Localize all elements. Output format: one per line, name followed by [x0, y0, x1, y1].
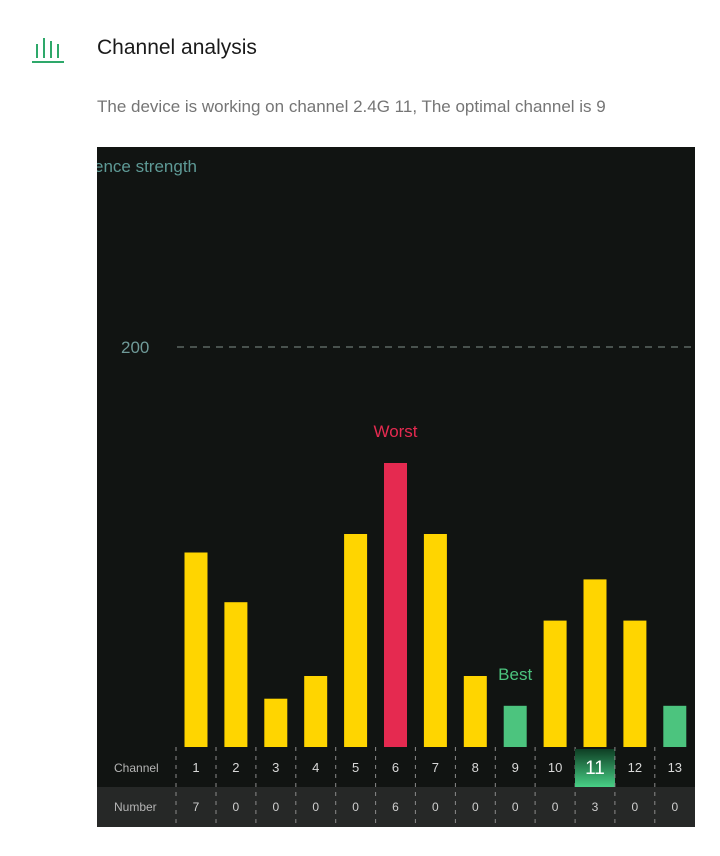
number-value-label: 0	[671, 800, 678, 814]
best-annotation: Best	[498, 665, 532, 684]
number-value-label: 0	[432, 800, 439, 814]
channel-tick-label: 7	[432, 760, 439, 775]
number-value-label: 0	[632, 800, 639, 814]
bar-channel-13	[663, 705, 687, 747]
channel-chart: ence strength 200 Channel Number 1 7 2 0 3 0 4…	[97, 147, 695, 827]
number-value-label: 7	[193, 800, 200, 814]
channel-tick-label: 11	[585, 758, 605, 779]
number-value-label: 0	[352, 800, 359, 814]
reference-line-label: 200	[121, 338, 149, 357]
bar-channel-7	[423, 534, 447, 747]
bar-channel-3	[264, 698, 288, 747]
number-value-label: 0	[312, 800, 319, 814]
bar-channel-2	[224, 602, 248, 747]
number-value-label: 0	[472, 800, 479, 814]
channel-tick-label: 3	[272, 760, 279, 775]
chart-svg: ence strength 200 Channel Number 1 7 2 0 3 0 4…	[97, 157, 695, 827]
current-channel-highlight	[575, 749, 615, 787]
channel-tick-label: 2	[232, 760, 239, 775]
signal-bars-icon	[32, 38, 64, 63]
number-value-label: 0	[272, 800, 279, 814]
bar-channel-11	[583, 579, 607, 747]
channel-tick-label: 13	[668, 760, 682, 775]
bar-channel-9	[503, 705, 527, 747]
labels-layer: 1 7 2 0 3 0 4 0 5 0 6 6 7 0 8 0 9 0 10 0 11 3 12 0 13 0 Worst Best	[192, 422, 682, 814]
page-title: Channel analysis	[97, 36, 257, 59]
bar-channel-12	[623, 620, 647, 747]
bar-channel-5	[344, 534, 368, 747]
number-row-label: Number	[114, 800, 157, 814]
channel-tick-label: 1	[192, 760, 199, 775]
bar-channel-4	[304, 676, 328, 747]
channel-tick-label: 8	[472, 760, 479, 775]
number-value-label: 3	[592, 800, 599, 814]
channel-tick-label: 12	[628, 760, 642, 775]
bars-layer	[175, 463, 687, 823]
number-value-label: 0	[552, 800, 559, 814]
number-row-background	[97, 787, 695, 827]
number-value-label: 0	[233, 800, 240, 814]
channel-status-text: The device is working on channel 2.4G 11…	[97, 97, 606, 116]
channel-tick-label: 10	[548, 760, 562, 775]
channel-row-label: Channel	[114, 761, 159, 775]
channel-tick-label: 5	[352, 760, 359, 775]
number-value-label: 6	[392, 800, 399, 814]
bar-channel-6	[384, 463, 407, 747]
bar-channel-8	[463, 676, 487, 747]
number-value-label: 0	[512, 800, 519, 814]
channel-tick-label: 9	[512, 760, 519, 775]
y-axis-label: ence strength	[97, 157, 197, 176]
bar-channel-1	[184, 552, 208, 747]
channel-tick-label: 4	[312, 760, 319, 775]
worst-annotation: Worst	[373, 422, 417, 441]
bar-channel-10	[543, 620, 567, 747]
channel-tick-label: 6	[392, 760, 399, 775]
